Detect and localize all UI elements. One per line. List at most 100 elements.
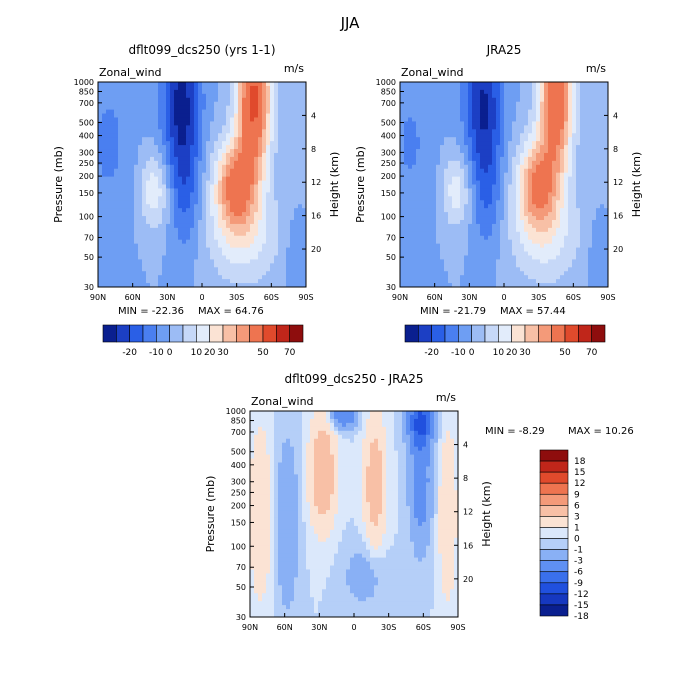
field-cell [532, 101, 537, 107]
field-cell [142, 283, 147, 287]
field-cell [154, 184, 159, 190]
field-cell [198, 109, 203, 115]
field-cell [464, 125, 469, 130]
field-cell [420, 200, 425, 205]
field-cell [488, 164, 493, 170]
field-cell [226, 137, 231, 142]
field-cell [512, 149, 517, 154]
field-cell [528, 172, 533, 178]
field-cell [532, 223, 537, 229]
field-cell [290, 85, 295, 91]
field-cell [294, 133, 299, 138]
x-tick-label: 60S [264, 293, 279, 302]
field-cell [282, 204, 287, 209]
field-cell [448, 219, 453, 225]
field-cell [102, 160, 107, 166]
field-cell [146, 188, 151, 193]
field-cell [294, 247, 299, 253]
field-cell [480, 239, 485, 245]
field-cell [524, 125, 529, 130]
field-cell [282, 141, 287, 146]
field-cell [278, 105, 283, 111]
field-cell [556, 109, 561, 115]
field-cell [488, 239, 493, 245]
field-cell [134, 152, 139, 158]
field-cell [516, 255, 521, 261]
field-cell [182, 85, 187, 91]
field-cell [416, 117, 421, 123]
field-cell [166, 231, 171, 237]
field-cell [222, 129, 227, 134]
field-cell [404, 172, 409, 178]
field-cell [178, 184, 183, 190]
field-cell [436, 231, 441, 237]
field-cell [254, 121, 259, 126]
field-cell [246, 129, 251, 134]
field-cell [408, 141, 413, 146]
field-cell [150, 82, 155, 87]
field-cell [560, 121, 565, 126]
field-cell [150, 89, 155, 95]
field-cell [456, 176, 461, 182]
field-cell [290, 82, 295, 87]
field-cell [262, 121, 267, 126]
field-cell [464, 200, 469, 205]
field-cell [408, 255, 413, 261]
field-cell [512, 176, 517, 182]
field-cell [436, 141, 441, 146]
field-cell [548, 137, 553, 142]
field-cell [290, 149, 295, 154]
field-cell [440, 247, 445, 253]
field-cell [174, 263, 179, 268]
field-cell [532, 121, 537, 126]
field-cell [118, 184, 123, 190]
field-cell [548, 196, 553, 201]
field-cell [154, 172, 159, 178]
field-cell [266, 152, 271, 158]
field-cell [238, 243, 243, 249]
field-cell [560, 263, 565, 268]
field-cell [266, 176, 271, 182]
field-cell [190, 216, 195, 221]
field-cell [250, 216, 255, 221]
field-cell [226, 172, 231, 178]
field-cell [106, 283, 111, 287]
field-cell [106, 180, 111, 186]
field-cell [436, 156, 441, 162]
field-cell [560, 137, 565, 142]
field-cell [174, 271, 179, 276]
field-cell [102, 93, 107, 99]
field-cell [214, 149, 219, 154]
field-cell [130, 239, 135, 245]
field-cell [278, 180, 283, 186]
field-cell [488, 160, 493, 166]
field-cell [536, 223, 541, 229]
field-cell [110, 223, 115, 229]
field-cell [294, 156, 299, 162]
field-cell [158, 196, 163, 201]
field-cell [484, 137, 489, 142]
field-cell [294, 251, 299, 257]
field-cell [142, 204, 147, 209]
field-cell [134, 216, 139, 221]
field-cell [520, 263, 525, 268]
field-cell [278, 97, 283, 103]
field-cell [122, 192, 127, 197]
field-cell [408, 212, 413, 217]
field-cell [222, 231, 227, 237]
field-cell [122, 247, 127, 253]
field-cell [528, 141, 533, 146]
field-cell [230, 101, 235, 107]
field-cell [488, 85, 493, 91]
field-cell [408, 200, 413, 205]
field-cell [278, 184, 283, 190]
field-cell [254, 192, 259, 197]
field-cell [544, 192, 549, 197]
field-cell [210, 172, 215, 178]
field-cell [500, 129, 505, 134]
field-cell [158, 223, 163, 229]
field-cell [126, 196, 131, 201]
field-cell [436, 188, 441, 193]
field-cell [154, 196, 159, 201]
field-cell [420, 223, 425, 229]
